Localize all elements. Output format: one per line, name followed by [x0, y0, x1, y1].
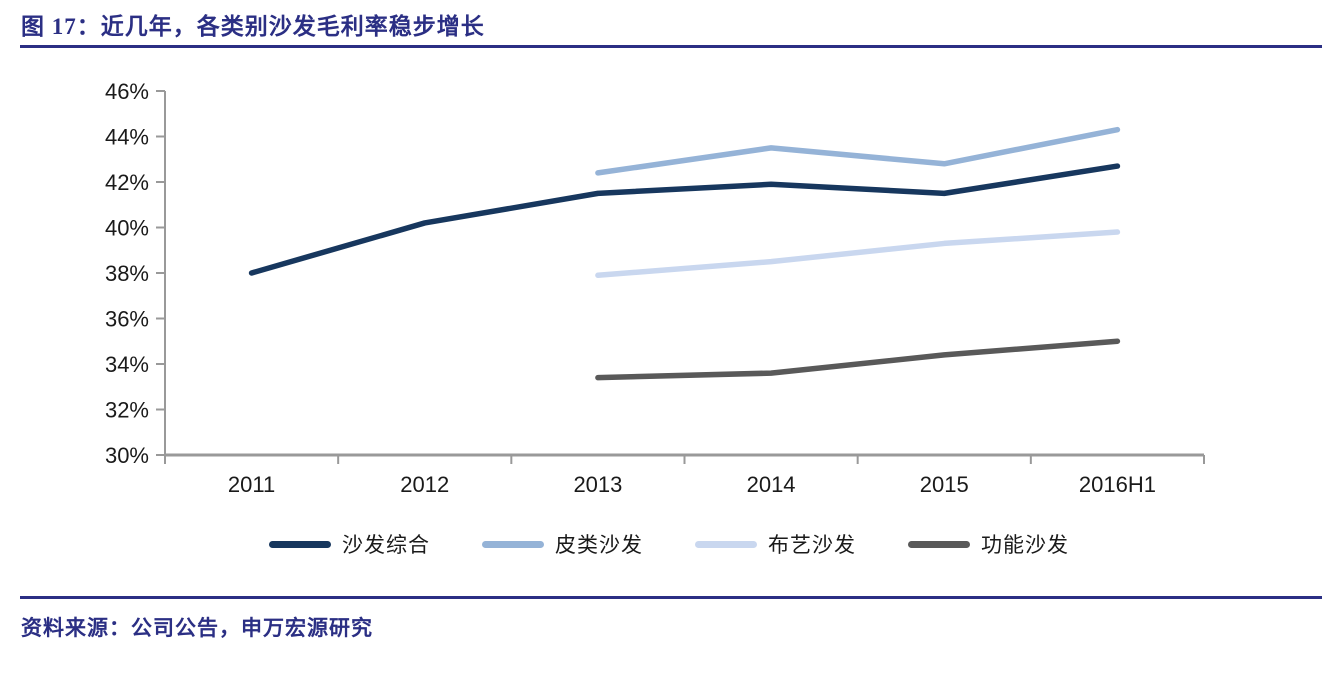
legend-swatch-icon	[269, 540, 331, 548]
legend-item-2: 布艺沙发	[695, 529, 856, 559]
y-tick-label: 40%	[105, 216, 149, 241]
y-tick-label: 42%	[105, 170, 149, 195]
series-line-3	[595, 338, 1121, 381]
series-line-1	[595, 126, 1121, 176]
legend-label: 布艺沙发	[768, 534, 856, 557]
series-line-2	[595, 229, 1121, 279]
x-tick-label: 2014	[747, 472, 796, 497]
legend-label: 功能沙发	[981, 534, 1069, 557]
legend-swatch-icon	[695, 540, 757, 548]
source-divider	[20, 596, 1322, 599]
y-tick-label: 38%	[105, 261, 149, 286]
y-tick-label: 36%	[105, 307, 149, 332]
source-text: 资料来源：公司公告，申万宏源研究	[21, 616, 373, 640]
legend-swatch-icon	[908, 540, 970, 548]
series-line-0	[248, 163, 1121, 276]
y-tick-label: 32%	[105, 398, 149, 423]
x-tick-label: 2015	[920, 472, 969, 497]
x-tick-label: 2011	[228, 472, 275, 497]
x-tick-label: 2012	[400, 472, 449, 497]
y-tick-label: 46%	[105, 79, 149, 104]
legend-label: 皮类沙发	[555, 534, 643, 557]
title-underline	[20, 45, 1322, 48]
y-tick-label: 44%	[105, 125, 149, 150]
x-tick-label: 2016H1	[1079, 472, 1156, 497]
legend-label: 沙发综合	[342, 534, 430, 557]
legend-item-1: 皮类沙发	[482, 529, 643, 559]
y-tick-label: 34%	[105, 352, 149, 377]
chart-legend: 沙发综合 皮类沙发 布艺沙发 功能沙发	[0, 529, 1338, 559]
legend-swatch-icon	[482, 540, 544, 548]
x-tick-label: 2013	[573, 472, 622, 497]
y-tick-label: 30%	[105, 443, 149, 468]
legend-item-0: 沙发综合	[269, 529, 430, 559]
figure-title: 图 17：近几年，各类别沙发毛利率稳步增长	[21, 14, 485, 39]
legend-item-3: 功能沙发	[908, 529, 1069, 559]
